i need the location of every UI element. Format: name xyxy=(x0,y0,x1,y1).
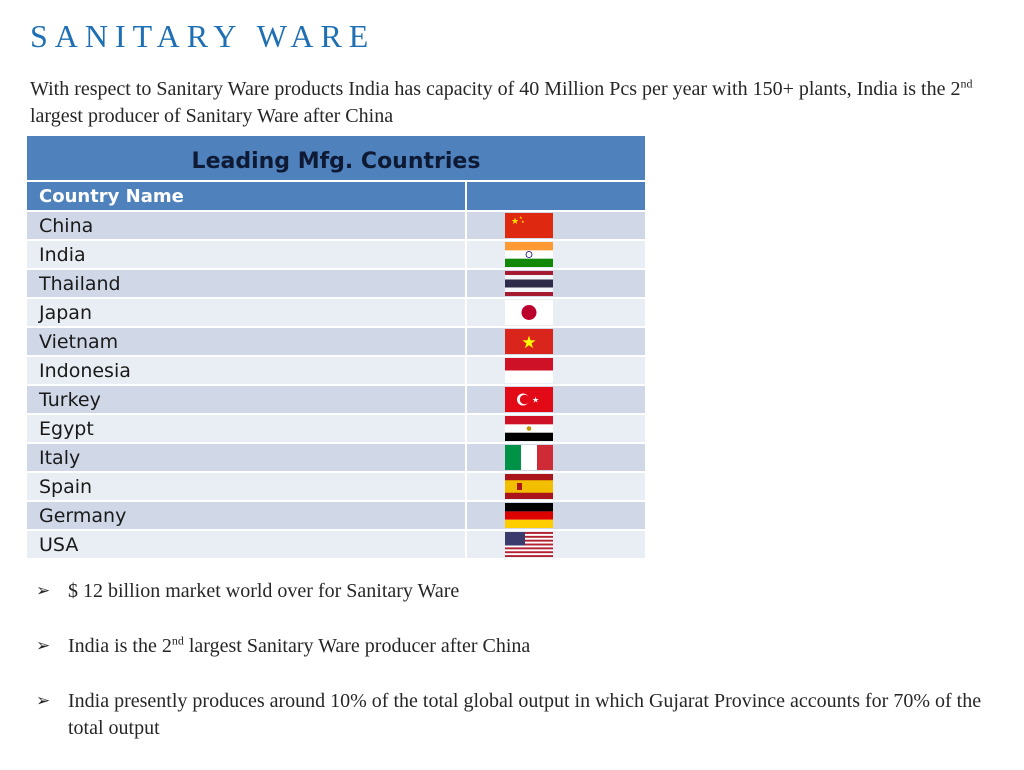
flag-cell xyxy=(467,357,645,384)
table-row: India xyxy=(27,241,645,270)
arrow-bullet-icon: ➢ xyxy=(36,581,51,601)
country-name: Turkey xyxy=(27,386,467,413)
column-header-flag xyxy=(467,182,645,210)
country-name: Thailand xyxy=(27,270,467,297)
bullet-text: India is the 2nd largest Sanitary Ware p… xyxy=(68,633,986,660)
country-name: Japan xyxy=(27,299,467,326)
usa-flag-icon xyxy=(505,532,553,557)
table-row: USA xyxy=(27,531,645,560)
svg-text:★: ★ xyxy=(521,219,525,224)
bullet-superscript: nd xyxy=(171,633,184,648)
intro-text-1: With respect to Sanitary Ware products I… xyxy=(30,78,961,100)
list-item: ➢ $ 12 billion market world over for San… xyxy=(36,578,986,605)
bullet-text-part: largest Sanitary Ware producer after Chi… xyxy=(183,635,531,657)
column-header-country-name: Country Name xyxy=(27,182,467,210)
country-name: Germany xyxy=(27,502,467,529)
table-row: Turkey ★ xyxy=(27,386,645,415)
italy-flag-icon xyxy=(505,445,553,470)
flag-cell xyxy=(467,444,645,471)
table-row: Thailand xyxy=(27,270,645,299)
flag-cell: ★ xyxy=(467,386,645,413)
country-name: Italy xyxy=(27,444,467,471)
intro-text-2: largest producer of Sanitary Ware after … xyxy=(30,105,394,127)
country-name: Egypt xyxy=(27,415,467,442)
flag-cell: ★ xyxy=(467,328,645,355)
indonesia-flag-icon xyxy=(505,358,553,383)
list-item: ➢ India is the 2nd largest Sanitary Ware… xyxy=(36,633,986,660)
page-title: SANITARY WARE xyxy=(30,18,376,54)
flag-cell xyxy=(467,473,645,500)
country-name: China xyxy=(27,212,467,239)
flag-cell xyxy=(467,241,645,268)
list-item: ➢ India presently produces around 10% of… xyxy=(36,688,986,742)
germany-flag-icon xyxy=(505,503,553,528)
arrow-bullet-icon: ➢ xyxy=(36,691,51,711)
country-name: Indonesia xyxy=(27,357,467,384)
bullet-text: India presently produces around 10% of t… xyxy=(68,690,982,739)
table-row: Italy xyxy=(27,444,645,473)
table-row: Vietnam ★ xyxy=(27,328,645,357)
flag-cell xyxy=(467,502,645,529)
svg-text:★: ★ xyxy=(511,217,519,227)
bullet-list: ➢ $ 12 billion market world over for San… xyxy=(36,578,986,770)
japan-flag-icon xyxy=(505,300,553,325)
intro-superscript: nd xyxy=(960,76,973,91)
flag-cell xyxy=(467,270,645,297)
country-name: Spain xyxy=(27,473,467,500)
table-row: Indonesia xyxy=(27,357,645,386)
table-row: Spain xyxy=(27,473,645,502)
table-row: China ★ ★ ★ xyxy=(27,212,645,241)
arrow-bullet-icon: ➢ xyxy=(36,636,51,656)
vietnam-flag-icon: ★ xyxy=(505,329,553,354)
table-row: Germany xyxy=(27,502,645,531)
svg-text:★: ★ xyxy=(521,333,536,353)
bullet-text: $ 12 billion market world over for Sanit… xyxy=(68,580,460,602)
turkey-flag-icon: ★ xyxy=(505,387,553,412)
thailand-flag-icon xyxy=(505,271,553,296)
table-body: China ★ ★ ★ India Thailand Japan Vietnam xyxy=(27,212,645,560)
svg-text:★: ★ xyxy=(532,396,539,405)
bullet-text-part: India is the 2 xyxy=(68,635,172,657)
flag-cell: ★ ★ ★ xyxy=(467,212,645,239)
intro-paragraph: With respect to Sanitary Ware products I… xyxy=(30,76,1000,130)
table-row: Japan xyxy=(27,299,645,328)
egypt-flag-icon xyxy=(505,416,553,441)
table-title: Leading Mfg. Countries xyxy=(27,136,645,182)
country-name: Vietnam xyxy=(27,328,467,355)
countries-table: Leading Mfg. Countries Country Name Chin… xyxy=(27,136,645,560)
table-header-row: Country Name xyxy=(27,182,645,212)
flag-cell xyxy=(467,415,645,442)
india-flag-icon xyxy=(505,242,553,267)
flag-cell xyxy=(467,531,645,558)
china-flag-icon: ★ ★★ xyxy=(505,213,553,238)
flag-cell xyxy=(467,299,645,326)
spain-flag-icon xyxy=(505,474,553,499)
country-name: USA xyxy=(27,531,467,558)
svg-text:★: ★ xyxy=(519,215,523,220)
table-row: Egypt xyxy=(27,415,645,444)
country-name: India xyxy=(27,241,467,268)
